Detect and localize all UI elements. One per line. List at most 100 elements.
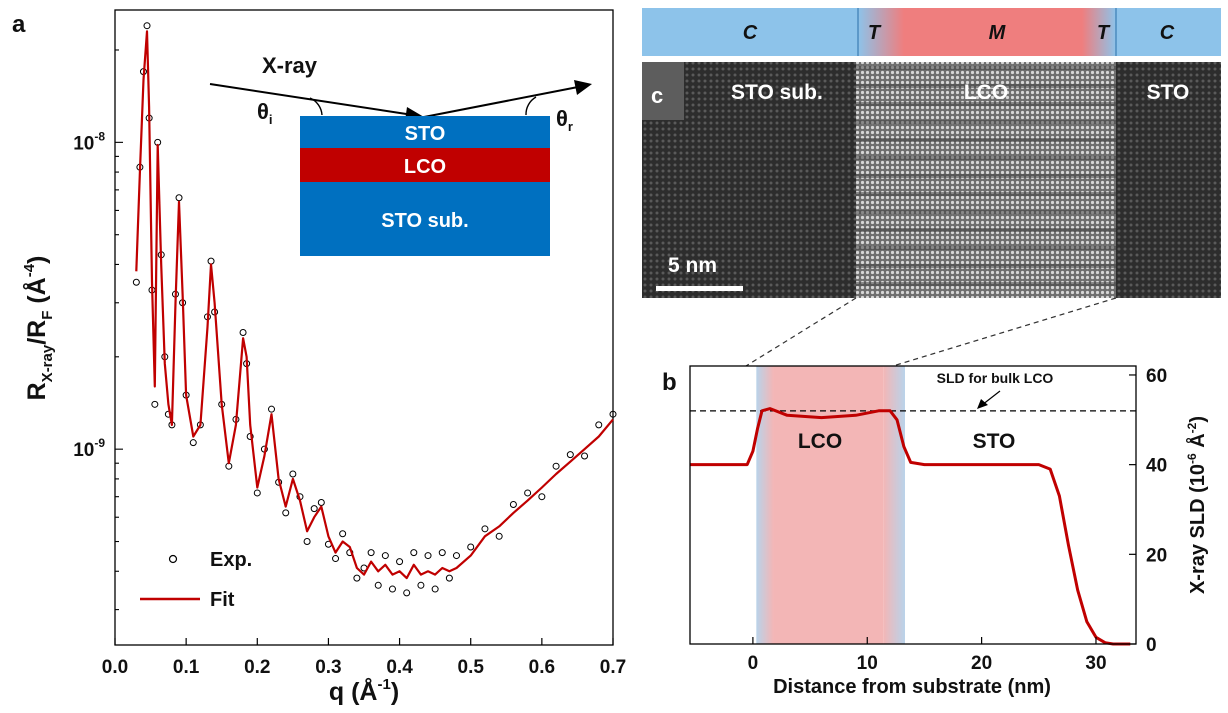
exp-data-point [566,451,574,459]
region-c-left [642,8,858,56]
stem-sto-sub-label: STO sub. [731,81,823,104]
region-lco-label: LCO [798,430,842,453]
exp-data-point [445,574,453,582]
exp-data-point [403,589,411,597]
x-tick-label: 20 [971,653,992,674]
x-tick-label: 30 [1085,653,1106,674]
exp-data-point [353,574,361,582]
panel-b-x-ticks: 0 10 20 30 [748,637,1107,674]
scale-bar-label: 5 nm [668,254,717,277]
panel-b-frame [689,365,1137,645]
exp-data-point [552,462,560,470]
stem-lco-label: LCO [964,81,1008,104]
layer-lco-label: LCO [404,156,446,178]
exp-data-point [524,489,532,497]
exp-data-point [189,439,197,447]
region-label: T [1097,22,1111,44]
theta-r-label: θr [556,106,573,134]
exp-data-point [207,257,215,265]
stem-panel: C T M T C c STO sub. LCO STO 5 nm [642,8,1221,367]
sto-substrate-layer [300,182,550,256]
exp-data-point [509,501,517,509]
region-t-left [858,8,904,56]
region-label: C [743,22,758,44]
x-tick-label: 0.0 [102,657,128,678]
exp-data-point [175,194,183,202]
svg-text:RX-ray/RF (Å-4): RX-ray/RF (Å-4) [21,256,56,401]
reflected-arrowhead [574,80,592,95]
exp-data-point [289,470,297,478]
exp-data-point [374,581,382,589]
sld-region-shading [883,366,905,644]
stem-sto-label: STO [1147,81,1190,104]
panel-b-label: b [662,369,677,396]
exp-data-point [132,278,140,286]
y-tick-label: 40 [1146,456,1167,477]
region-c-right [1116,8,1221,56]
panel-a-xlabel: q (Å-1) [329,676,399,706]
exp-data-point [151,400,159,408]
exp-data-point [339,530,347,538]
svg-text:X-ray SLD (10-6 Å-2): X-ray SLD (10-6 Å-2) [1185,416,1209,594]
exp-data-point [424,552,432,560]
exp-data-point [239,329,247,337]
exp-data-point [381,552,389,560]
region-label: M [989,22,1007,44]
panel-a-y-ticks: 10-8 10-9 [73,49,123,611]
exp-data-point [417,581,425,589]
exp-data-point [452,552,460,560]
stem-sto-cap [1116,62,1221,298]
exp-data-point [332,555,340,563]
xray-schematic: X-ray θi θr STO LCO STO sub. [209,53,592,256]
x-tick-label: 0.7 [600,657,626,678]
stem-lco-stripes [856,62,1116,298]
connector-right [892,297,1117,367]
panel-b-series [690,407,1131,646]
exp-data-point [431,585,439,593]
panel-c-label: c [651,83,663,108]
exp-data-point [595,421,603,429]
exp-data-point [303,538,311,546]
legend-exp-label: Exp. [210,549,252,571]
exp-data-point [388,585,396,593]
exp-data-point [367,549,375,557]
region-sto-label: STO [973,430,1016,453]
y-tick-label: 60 [1146,366,1167,387]
exp-data-point [396,558,404,566]
legend-fit-label: Fit [210,589,235,611]
y-tick-label: 0 [1146,635,1157,656]
exp-data-point [410,549,418,557]
exp-data-point [143,22,151,30]
exp-data-point [438,549,446,557]
x-tick-label: 0.5 [458,657,485,678]
exp-data-point [282,509,290,517]
exp-data-point [253,489,261,497]
exp-data-point [495,532,503,540]
panel-a-series [132,22,617,597]
panel-a-plot: 0.0 0.1 0.2 0.3 0.4 0.5 0.6 0.7 10-8 10-9 [73,9,626,678]
sto-top-layer [300,116,550,148]
x-tick-label: 0.1 [173,657,200,678]
panel-c-label-box [642,62,684,120]
x-tick-label: 0.6 [529,657,555,678]
exp-data-point [581,452,589,460]
panel-b-y-ticks: 0 20 40 60 [1129,366,1167,656]
sld-profile-line [690,407,1131,646]
x-tick-label: 0.4 [386,657,413,678]
panel-b-xlabel: Distance from substrate (nm) [773,676,1051,698]
scale-bar [656,286,743,291]
lco-layer [300,148,550,182]
x-tick-label: 0.3 [315,657,341,678]
panel-a-x-ticks: 0.0 0.1 0.2 0.3 0.4 0.5 0.6 0.7 [102,638,626,678]
exp-data-point [268,405,276,413]
bulk-lco-annotation: SLD for bulk LCO [937,370,1054,386]
layer-sto-sub-label: STO sub. [381,210,468,232]
reflected-beam [423,86,579,118]
fit-line [135,30,614,580]
exp-data-point [317,499,325,507]
theta-i-label: θi [257,99,273,127]
panel-b-ylabel: X-ray SLD (10-6 Å-2) [1185,416,1209,594]
exp-data-point [310,505,318,513]
annotation-arrowhead [977,399,988,409]
